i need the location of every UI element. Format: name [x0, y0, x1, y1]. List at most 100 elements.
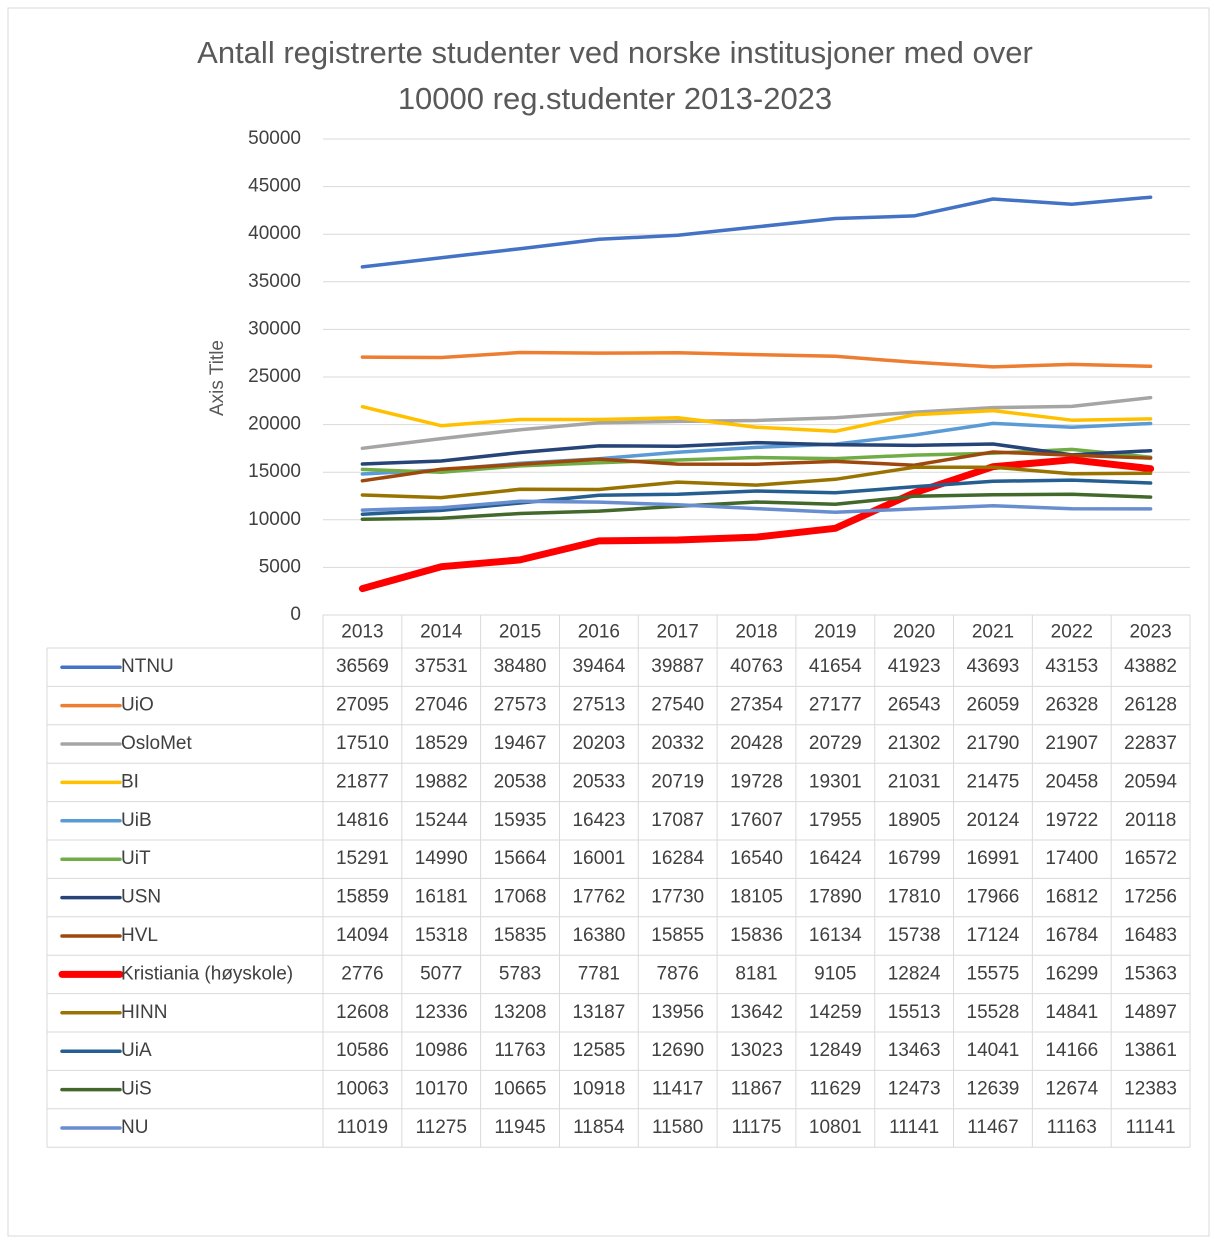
table-value: 8181: [735, 963, 777, 984]
table-value: 19728: [730, 771, 783, 792]
table-value: 15318: [415, 925, 468, 946]
y-tick-label: 40000: [248, 223, 301, 244]
table-value: 11854: [573, 1117, 625, 1138]
table-value: 12674: [1045, 1079, 1098, 1100]
table-value: 20124: [967, 810, 1020, 831]
table-value: 15575: [967, 963, 1020, 984]
table-value: 10063: [336, 1079, 389, 1100]
table-value: 11467: [967, 1117, 1018, 1138]
table-value: 20729: [809, 733, 862, 754]
table-value: 16812: [1045, 887, 1098, 908]
table-value: 27095: [336, 695, 389, 716]
table-value: 21475: [967, 771, 1020, 792]
table-value: 9105: [814, 963, 856, 984]
legend-label: UiO: [121, 695, 154, 716]
table-value: 17730: [651, 887, 704, 908]
table-value: 17810: [888, 887, 941, 908]
x-tick-label: 2015: [499, 622, 541, 643]
table-value: 43882: [1124, 656, 1177, 677]
table-value: 20458: [1045, 771, 1098, 792]
series-line: [360, 440, 1153, 466]
table-value: 37531: [415, 656, 468, 677]
series-line: [360, 395, 1153, 451]
table-value: 15859: [336, 887, 389, 908]
table-value: 12690: [651, 1040, 704, 1061]
table-value: 13187: [572, 1002, 625, 1023]
table-value: 11019: [337, 1117, 388, 1138]
table-value: 11141: [889, 1117, 939, 1138]
table-value: 11275: [416, 1117, 467, 1138]
chart-title: Antall registrerte studenter ved norske …: [197, 35, 1033, 116]
table-value: 11763: [494, 1040, 545, 1061]
table-value: 12336: [415, 1002, 468, 1023]
legend-label: OsloMet: [121, 733, 192, 754]
table-value: 27046: [415, 695, 468, 716]
y-axis-title: Axis Title: [207, 340, 228, 416]
table-value: 16284: [651, 848, 704, 869]
y-tick-label: 0: [290, 604, 301, 625]
table-value: 7876: [657, 963, 699, 984]
table-value: 15935: [494, 810, 547, 831]
table-value: 15835: [494, 925, 547, 946]
table-value: 17966: [967, 887, 1020, 908]
legend-label: UiS: [121, 1079, 152, 1100]
table-value: 10170: [415, 1079, 468, 1100]
table-value: 19882: [415, 771, 468, 792]
table-value: 12473: [888, 1079, 941, 1100]
table-value: 27513: [572, 695, 625, 716]
x-tick-label: 2020: [893, 622, 935, 643]
legend-label: NTNU: [121, 656, 174, 677]
table-value: 17890: [809, 887, 862, 908]
x-tick-label: 2023: [1129, 622, 1171, 643]
table-value: 17400: [1045, 848, 1098, 869]
table-value: 39887: [651, 656, 704, 677]
table-value: 5077: [420, 963, 462, 984]
x-tick-label: 2014: [420, 622, 463, 643]
series-line: [360, 478, 1153, 516]
table-value: 11945: [494, 1117, 545, 1138]
table-value: 20428: [730, 733, 783, 754]
table-value: 5783: [499, 963, 541, 984]
table-value: 15291: [336, 848, 389, 869]
x-tick-label: 2016: [578, 622, 620, 643]
table-value: 17087: [651, 810, 704, 831]
table-value: 27177: [809, 695, 862, 716]
legend-label: UiA: [121, 1040, 152, 1061]
table-value: 26059: [967, 695, 1020, 716]
table-value: 11163: [1047, 1117, 1097, 1138]
table-value: 19301: [809, 771, 862, 792]
table-value: 12849: [809, 1040, 862, 1061]
table-value: 2776: [341, 963, 383, 984]
x-tick-label: 2013: [341, 622, 383, 643]
table-value: 14166: [1045, 1040, 1098, 1061]
legend-label: HINN: [121, 1002, 167, 1023]
table-value: 27573: [494, 695, 547, 716]
table-value: 21790: [967, 733, 1020, 754]
series-line: [360, 465, 1153, 500]
table-value: 19467: [494, 733, 547, 754]
table-value: 16134: [809, 925, 862, 946]
y-tick-label: 20000: [248, 414, 301, 435]
y-tick-label: 50000: [248, 128, 301, 149]
legend-label: USN: [121, 887, 161, 908]
table-value: 15664: [494, 848, 547, 869]
table-value: 27540: [651, 695, 704, 716]
y-tick-label: 15000: [248, 461, 301, 482]
table-value: 17068: [494, 887, 547, 908]
table-value: 10665: [494, 1079, 547, 1100]
table-value: 16540: [730, 848, 783, 869]
table-value: 12383: [1124, 1079, 1177, 1100]
table-value: 11141: [1126, 1117, 1176, 1138]
table-value: 18529: [415, 733, 468, 754]
legend-label: HVL: [121, 925, 158, 946]
x-tick-label: 2017: [657, 622, 699, 643]
table-value: 10918: [572, 1079, 625, 1100]
chart-border: [7, 7, 1210, 1237]
table-value: 38480: [494, 656, 547, 677]
table-value: 11417: [652, 1079, 703, 1100]
table-value: 14841: [1045, 1002, 1098, 1023]
table-value: 14897: [1124, 1002, 1177, 1023]
table-value: 14816: [336, 810, 389, 831]
table-value: 15855: [651, 925, 704, 946]
